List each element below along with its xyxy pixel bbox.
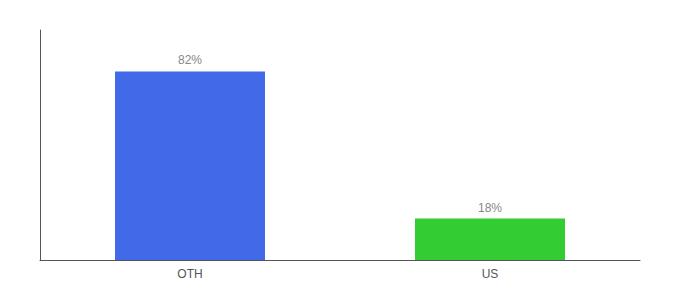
svg-text:OTH: OTH xyxy=(177,267,202,281)
svg-text:18%: 18% xyxy=(478,201,502,215)
svg-text:US: US xyxy=(482,267,499,281)
svg-text:82%: 82% xyxy=(178,53,202,67)
